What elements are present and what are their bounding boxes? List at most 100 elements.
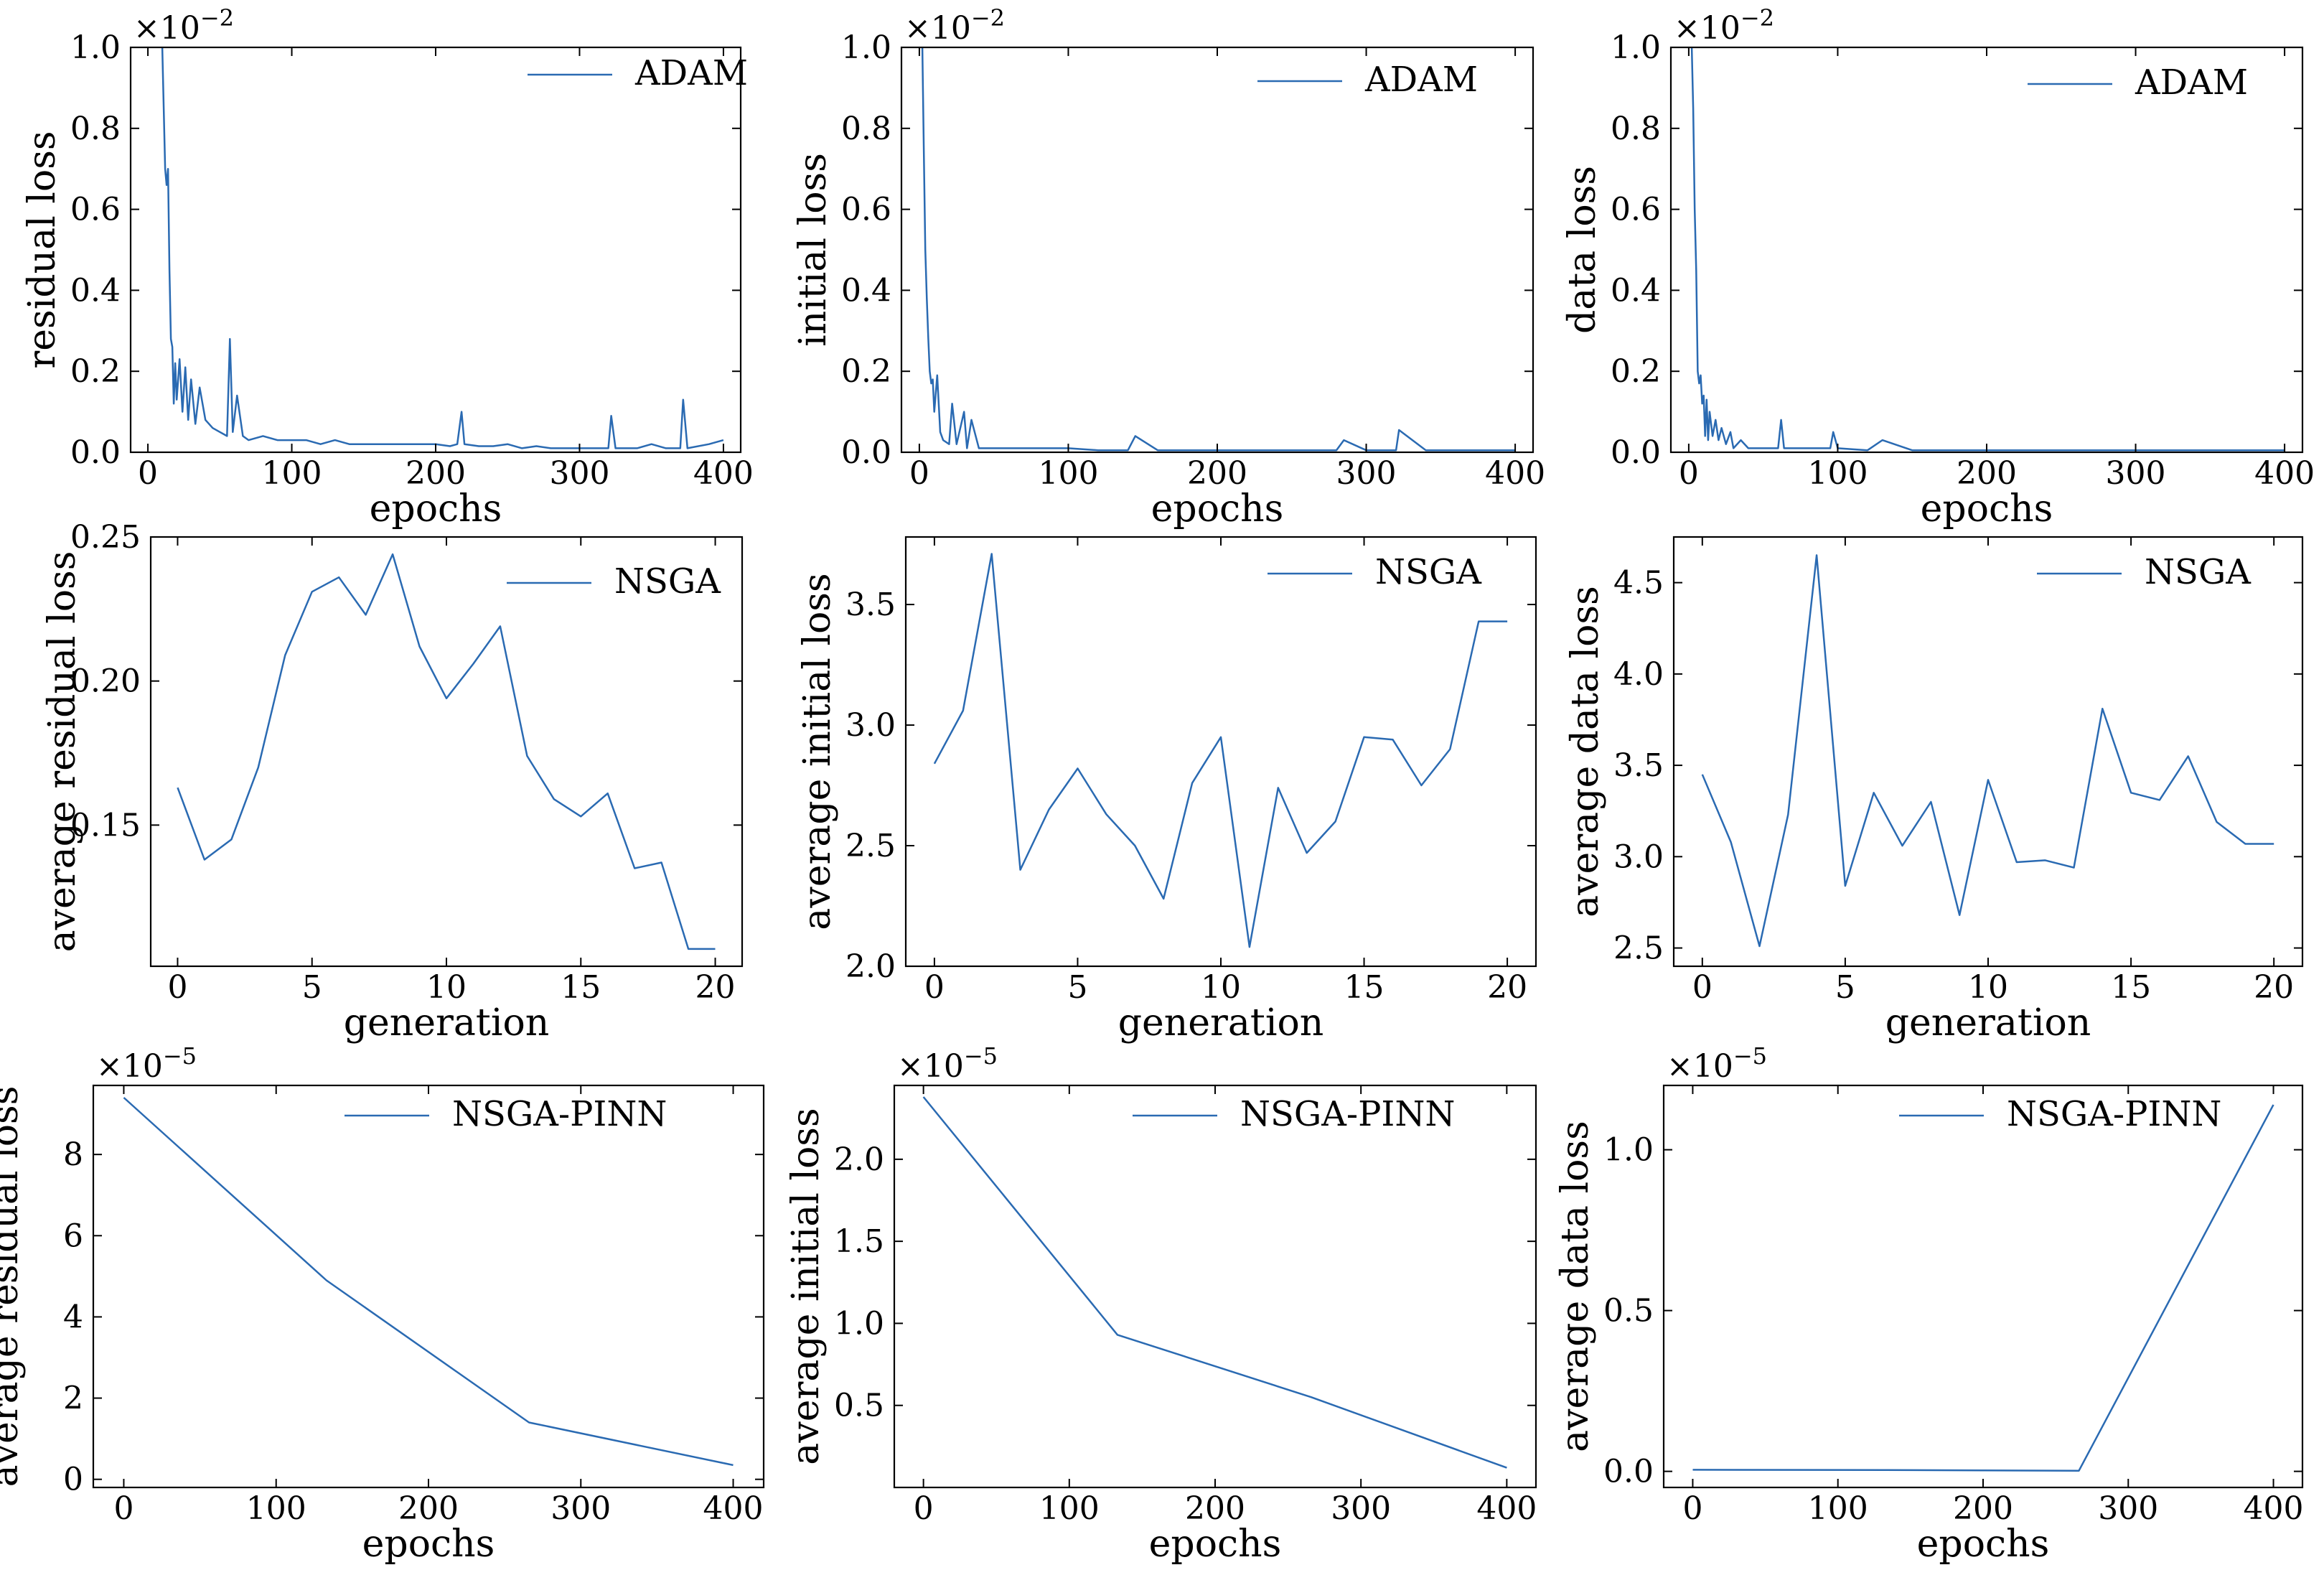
- series-line-p5-0: [933, 553, 1508, 948]
- y-tick-label: 0.6: [1611, 192, 1661, 228]
- y-tick-label: 0.5: [1603, 1293, 1654, 1330]
- series-line-p9-0: [1692, 1104, 2274, 1472]
- x-tick-label: 300: [1336, 455, 1397, 492]
- x-tick-label: 300: [549, 455, 609, 492]
- x-tick-label: 20: [2254, 969, 2294, 1006]
- axis-exponent: ×10−2: [1674, 4, 1774, 47]
- y-tick-label: 0.0: [841, 434, 891, 471]
- plot-frame: [900, 46, 1535, 454]
- x-tick-label: 0: [1682, 1490, 1702, 1527]
- y-tick-label: 0.8: [841, 111, 891, 147]
- y-tick-label: 3.0: [1613, 838, 1664, 875]
- y-tick-label: 2.5: [1613, 930, 1664, 967]
- y-tick-label: 0.4: [841, 272, 891, 309]
- y-tick-label: 1.0: [834, 1305, 884, 1342]
- x-tick-label: 100: [1808, 1490, 1868, 1527]
- x-tick-label: 200: [406, 455, 466, 492]
- x-axis-label: epochs: [362, 1523, 495, 1566]
- x-axis-label: generation: [344, 1001, 550, 1045]
- y-tick-label: 4: [63, 1299, 83, 1335]
- plot-frame: [1669, 46, 2304, 454]
- y-tick-label: 0.8: [1611, 111, 1661, 147]
- y-tick-label: 4.5: [1613, 565, 1664, 602]
- legend-label: ADAM: [1364, 60, 1478, 100]
- x-tick-label: 20: [1487, 969, 1527, 1006]
- axis-exponent: ×10−5: [1667, 1042, 1767, 1085]
- y-tick-label: 0.5: [834, 1388, 884, 1424]
- y-tick-label: 0.25: [70, 519, 141, 556]
- x-tick-label: 200: [1957, 455, 2017, 492]
- axis-exponent: ×10−2: [133, 4, 234, 47]
- y-axis-label: average data loss: [1564, 586, 1607, 917]
- y-axis-label: residual loss: [21, 131, 64, 368]
- y-tick-label: 0.15: [70, 807, 141, 844]
- x-tick-label: 400: [2244, 1490, 2304, 1527]
- x-tick-label: 300: [2098, 1490, 2158, 1527]
- x-tick-label: 200: [1185, 1490, 1245, 1527]
- x-tick-label: 0: [1692, 969, 1712, 1006]
- plot-frame: [1662, 1084, 2304, 1489]
- series-line-p2-0: [921, 47, 1516, 452]
- x-tick-label: 0: [113, 1490, 133, 1527]
- x-tick-label: 10: [426, 969, 467, 1006]
- x-tick-label: 200: [1953, 1490, 2013, 1527]
- y-tick-label: 2.0: [845, 948, 896, 985]
- x-tick-label: 0: [167, 969, 187, 1006]
- y-tick-label: 6: [63, 1218, 83, 1254]
- panel-p6: 0 5 10 15 20 2.5 3.0 3.5 4.0 4.5 generation average…: [1564, 536, 2304, 1045]
- panel-p5: 0 5 10 15 20 2.0 2.5 3.0 3.5 generation average in…: [796, 536, 1537, 1045]
- x-tick-label: 15: [2111, 969, 2151, 1006]
- x-tick-label: 400: [2254, 455, 2315, 492]
- y-tick-label: 0.20: [70, 663, 141, 700]
- y-tick-label: 0.4: [1611, 272, 1661, 309]
- series-line-p8-0: [922, 1096, 1507, 1469]
- x-axis-label: epochs: [370, 487, 502, 531]
- legend-label: NSGA-PINN: [2007, 1094, 2221, 1134]
- legend-label: NSGA-PINN: [452, 1094, 667, 1134]
- y-tick-label: 0.0: [1603, 1454, 1654, 1490]
- series-line-p3-0: [1690, 47, 2285, 452]
- plot-frame: [92, 1084, 765, 1489]
- y-tick-label: 0.8: [70, 111, 121, 147]
- x-axis-label: epochs: [1921, 487, 2053, 531]
- y-axis-label: average residual loss: [41, 551, 84, 953]
- series-line-p7-0: [123, 1097, 734, 1467]
- plot-frame: [1672, 536, 2304, 968]
- y-tick-label: 3.5: [1613, 747, 1664, 784]
- y-axis-label: average initial loss: [796, 573, 839, 930]
- panel-p1: 0 100 200 300 400 0.0 0.2 0.4 0.6 0.8 1.0 epochs res…: [21, 4, 754, 531]
- x-tick-label: 10: [1968, 969, 2008, 1006]
- axis-exponent: ×10−5: [897, 1042, 998, 1085]
- legend-label: NSGA: [1375, 552, 1482, 592]
- x-tick-label: 200: [398, 1490, 459, 1527]
- x-tick-label: 20: [695, 969, 736, 1006]
- axis-exponent: ×10−5: [96, 1042, 197, 1085]
- x-tick-label: 100: [1039, 1490, 1100, 1527]
- series-line-p6-0: [1701, 554, 2274, 948]
- x-tick-label: 200: [1187, 455, 1247, 492]
- x-tick-label: 400: [693, 455, 754, 492]
- legend-label: ADAM: [2135, 62, 2248, 103]
- y-tick-label: 1.5: [834, 1223, 884, 1260]
- y-tick-label: 3.0: [845, 707, 896, 744]
- y-axis-label: initial loss: [792, 153, 835, 347]
- y-tick-label: 0.2: [841, 353, 891, 390]
- y-tick-label: 1.0: [1611, 29, 1661, 66]
- series-line-p1-0: [161, 47, 724, 449]
- x-tick-label: 300: [2106, 455, 2166, 492]
- panel-p4: 0 5 10 15 20 0.15 0.20 0.25 generation average re…: [41, 519, 744, 1045]
- x-tick-label: 300: [1331, 1490, 1391, 1527]
- y-tick-label: 0.0: [70, 434, 121, 471]
- x-tick-label: 100: [246, 1490, 306, 1527]
- y-tick-label: 0.6: [70, 192, 121, 228]
- y-axis-label: average initial loss: [784, 1108, 828, 1464]
- x-axis-label: epochs: [1917, 1523, 2050, 1566]
- x-tick-label: 15: [561, 969, 601, 1006]
- y-tick-label: 0: [63, 1462, 83, 1498]
- x-tick-label: 5: [1835, 969, 1855, 1006]
- y-tick-label: 0.2: [70, 353, 121, 390]
- x-tick-label: 0: [914, 1490, 934, 1527]
- x-tick-label: 0: [1679, 455, 1699, 492]
- panel-p9: 0 100 200 300 400 0.0 0.5 1.0 epochs average data…: [1554, 1042, 2304, 1566]
